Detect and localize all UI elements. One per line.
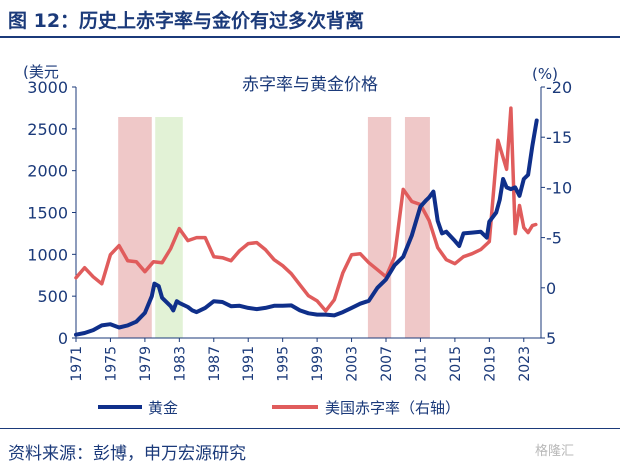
right-axis-tick-label: 5	[546, 329, 556, 348]
gold-price-line	[74, 118, 539, 337]
figure-title: 图 12：历史上赤字率与金价有过多次背离	[8, 10, 365, 32]
shaded-period-3	[367, 117, 392, 338]
footer-divider	[0, 428, 620, 429]
left-axis-tick-label: 2500	[27, 120, 68, 139]
left-axis-tick-label: 500	[37, 287, 68, 306]
x-axis-tick-label: 1995	[276, 346, 292, 382]
deficit-ratio-line	[74, 106, 538, 313]
title-divider	[0, 36, 620, 38]
x-axis-tick-label: 1991	[241, 346, 257, 382]
source-note: 资料来源：彭博，申万宏源研究	[8, 444, 246, 464]
left-axis-tick-label: 3000	[27, 78, 68, 97]
legend-deficit-label: 美国赤字率（右轴）	[325, 399, 460, 417]
right-axis-tick-label: -10	[546, 178, 572, 197]
x-axis-tick-label: 1999	[310, 346, 326, 382]
legend-gold-label: 黄金	[148, 399, 178, 417]
x-axis-tick-label: 1987	[207, 346, 223, 382]
chart: 0 500 1000 1500 2000 2500 3000 5 0 -5 -10 -15 -20 197…	[23, 63, 572, 417]
x-axis-tick-label: 2015	[448, 346, 464, 382]
right-axis-tick-label: -5	[546, 229, 562, 248]
x-axis-tick-label: 2019	[482, 346, 498, 382]
x-axis-tick-label: 1975	[103, 346, 119, 382]
x-axis-tick-label: 1971	[69, 346, 85, 382]
shaded-period-1	[118, 117, 152, 338]
left-axis-tick-label: 1500	[27, 204, 68, 223]
left-axis-unit: (美元	[23, 63, 59, 81]
x-axis-tick-label: 2023	[517, 346, 533, 382]
x-axis-tick-label: 2007	[379, 346, 395, 382]
legend: 黄金 美国赤字率（右轴）	[98, 399, 460, 417]
left-axis-tick-label: 2000	[27, 162, 68, 181]
x-axis-tick-label: 2003	[345, 346, 361, 382]
right-axis-tick-label: -20	[546, 78, 572, 97]
shaded-period-4	[404, 117, 430, 338]
x-axis-tick-label: 2011	[413, 346, 429, 382]
watermark: 格隆汇	[535, 444, 575, 459]
x-axis-tick-label: 1979	[138, 346, 154, 382]
right-axis-unit: (%)	[532, 65, 558, 83]
right-axis-tick-label: 0	[546, 279, 556, 298]
right-axis-tick-label: -15	[546, 128, 572, 147]
x-axis-tick-label: 1983	[172, 346, 188, 382]
left-axis-tick-label: 0	[58, 329, 68, 348]
chart-title: 赤字率与黄金价格	[242, 75, 378, 95]
left-axis-tick-label: 1000	[27, 245, 68, 264]
